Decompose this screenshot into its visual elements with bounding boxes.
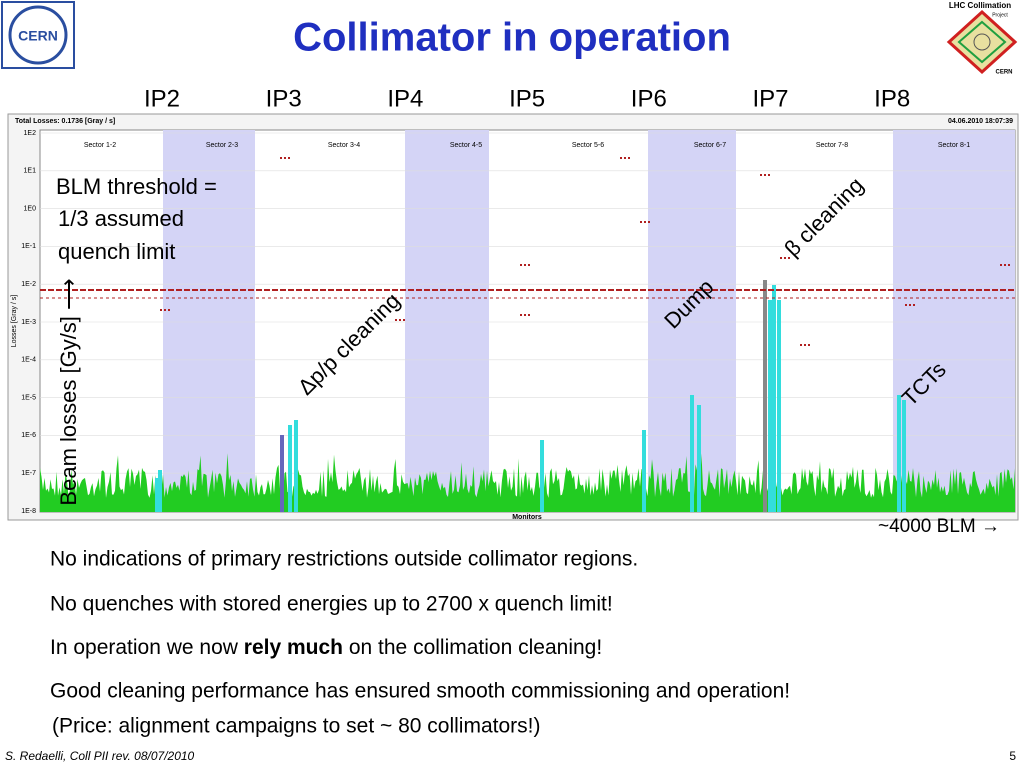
loss-spike [763, 280, 767, 512]
loss-spike [155, 478, 159, 512]
ip-label: IP3 [266, 85, 302, 112]
logo-text: Project [992, 12, 1008, 18]
ip-region [163, 130, 255, 512]
y-tick-label: 1E-8 [21, 508, 36, 515]
annotation: BLM threshold = [56, 174, 217, 199]
y-tick-label: 1E0 [24, 205, 37, 212]
bullet-bold: rely much [244, 636, 343, 659]
x-axis-label: Monitors [512, 514, 542, 521]
y-tick-label: 1E-6 [21, 432, 36, 439]
bullet: Good cleaning performance has ensured sm… [50, 680, 790, 703]
loss-spike [902, 400, 906, 512]
sector-label: Sector 7-8 [816, 142, 848, 149]
y-tick-label: 1E-2 [21, 281, 36, 288]
cern-logo: CERN [1, 1, 75, 69]
ip-region [893, 130, 1015, 512]
sector-label: Sector 6-7 [694, 142, 726, 149]
loss-spike [697, 405, 701, 512]
ip-label: IP6 [631, 85, 667, 112]
y-tick-label: 1E-3 [21, 319, 36, 326]
loss-spike [690, 395, 694, 512]
bullet: (Price: alignment campaigns to set ~ 80 … [52, 715, 540, 738]
blm-plot: Total Losses: 0.1736 [Gray / s] 04.06.20… [7, 113, 1019, 521]
logo-ring [8, 5, 68, 65]
sector-label: Sector 2-3 [206, 142, 238, 149]
loss-spike [777, 300, 781, 512]
y-tick-label: 1E-4 [21, 357, 36, 364]
annotation: ~4000 BLM → [878, 516, 1000, 537]
ip-label: IP4 [387, 85, 423, 112]
logo-text: CERN [995, 70, 1012, 76]
y-tick-label: 1E-1 [21, 243, 36, 250]
y-tick-label: 1E1 [24, 168, 37, 175]
loss-spike [280, 435, 284, 512]
annotation: 1/3 assumed [58, 206, 184, 231]
logo-text: CERN [18, 28, 58, 44]
lhc-logo: LHC Collimation Project CERN [946, 1, 1018, 76]
ip-label: IP5 [509, 85, 545, 112]
loss-spike [897, 395, 901, 512]
ip-label: IP2 [144, 85, 180, 112]
ip-region [405, 130, 489, 512]
ip-labels: IP2 IP3 IP4 IP5 IP6 IP7 IP8 [144, 85, 910, 112]
sector-label: Sector 3-4 [328, 142, 360, 149]
page-number: 5 [1009, 749, 1016, 763]
loss-spike [288, 425, 292, 512]
annotation: Beam losses [Gy/s] ⟶ [56, 278, 81, 505]
sector-label: Sector 8-1 [938, 142, 970, 149]
title: Collimator in operation [293, 16, 731, 60]
logo-target [973, 33, 991, 51]
sector-label: Sector 4-5 [450, 142, 482, 149]
loss-spike [642, 430, 646, 512]
logo-diamond-inner [957, 20, 1007, 64]
bullet: No quenches with stored energies up to 2… [50, 593, 613, 616]
bullet: No indications of primary restrictions o… [50, 548, 638, 571]
loss-spike [772, 285, 776, 512]
bullet-part: on the collimation cleaning! [343, 636, 602, 659]
y-axis-label: Losses [Gray / s] [11, 295, 18, 348]
plot-header: Total Losses: 0.1736 [Gray / s] [15, 118, 115, 125]
ip-label: IP8 [874, 85, 910, 112]
footer-author: S. Redaelli, Coll PII rev. 08/07/2010 [5, 749, 195, 763]
loss-spike [158, 470, 162, 512]
logo-diamond [946, 9, 1018, 75]
y-tick-label: 1E-7 [21, 470, 36, 477]
loss-spike [294, 420, 298, 512]
logo-frame [1, 1, 75, 69]
bullet: In operation we now rely much on the col… [50, 636, 602, 659]
sector-label: Sector 5-6 [572, 142, 604, 149]
ip-label: IP7 [752, 85, 788, 112]
loss-spike [540, 440, 544, 512]
logo-text: LHC Collimation [949, 1, 1011, 10]
annotation: quench limit [58, 239, 175, 264]
y-tick-label: 1E2 [24, 130, 37, 137]
bullet-part: In operation we now [50, 636, 244, 659]
loss-spike [768, 300, 772, 512]
plot-header: 04.06.2010 18:07:39 [948, 118, 1013, 125]
sector-label: Sector 1-2 [84, 142, 116, 149]
y-tick-label: 1E-5 [21, 394, 36, 401]
